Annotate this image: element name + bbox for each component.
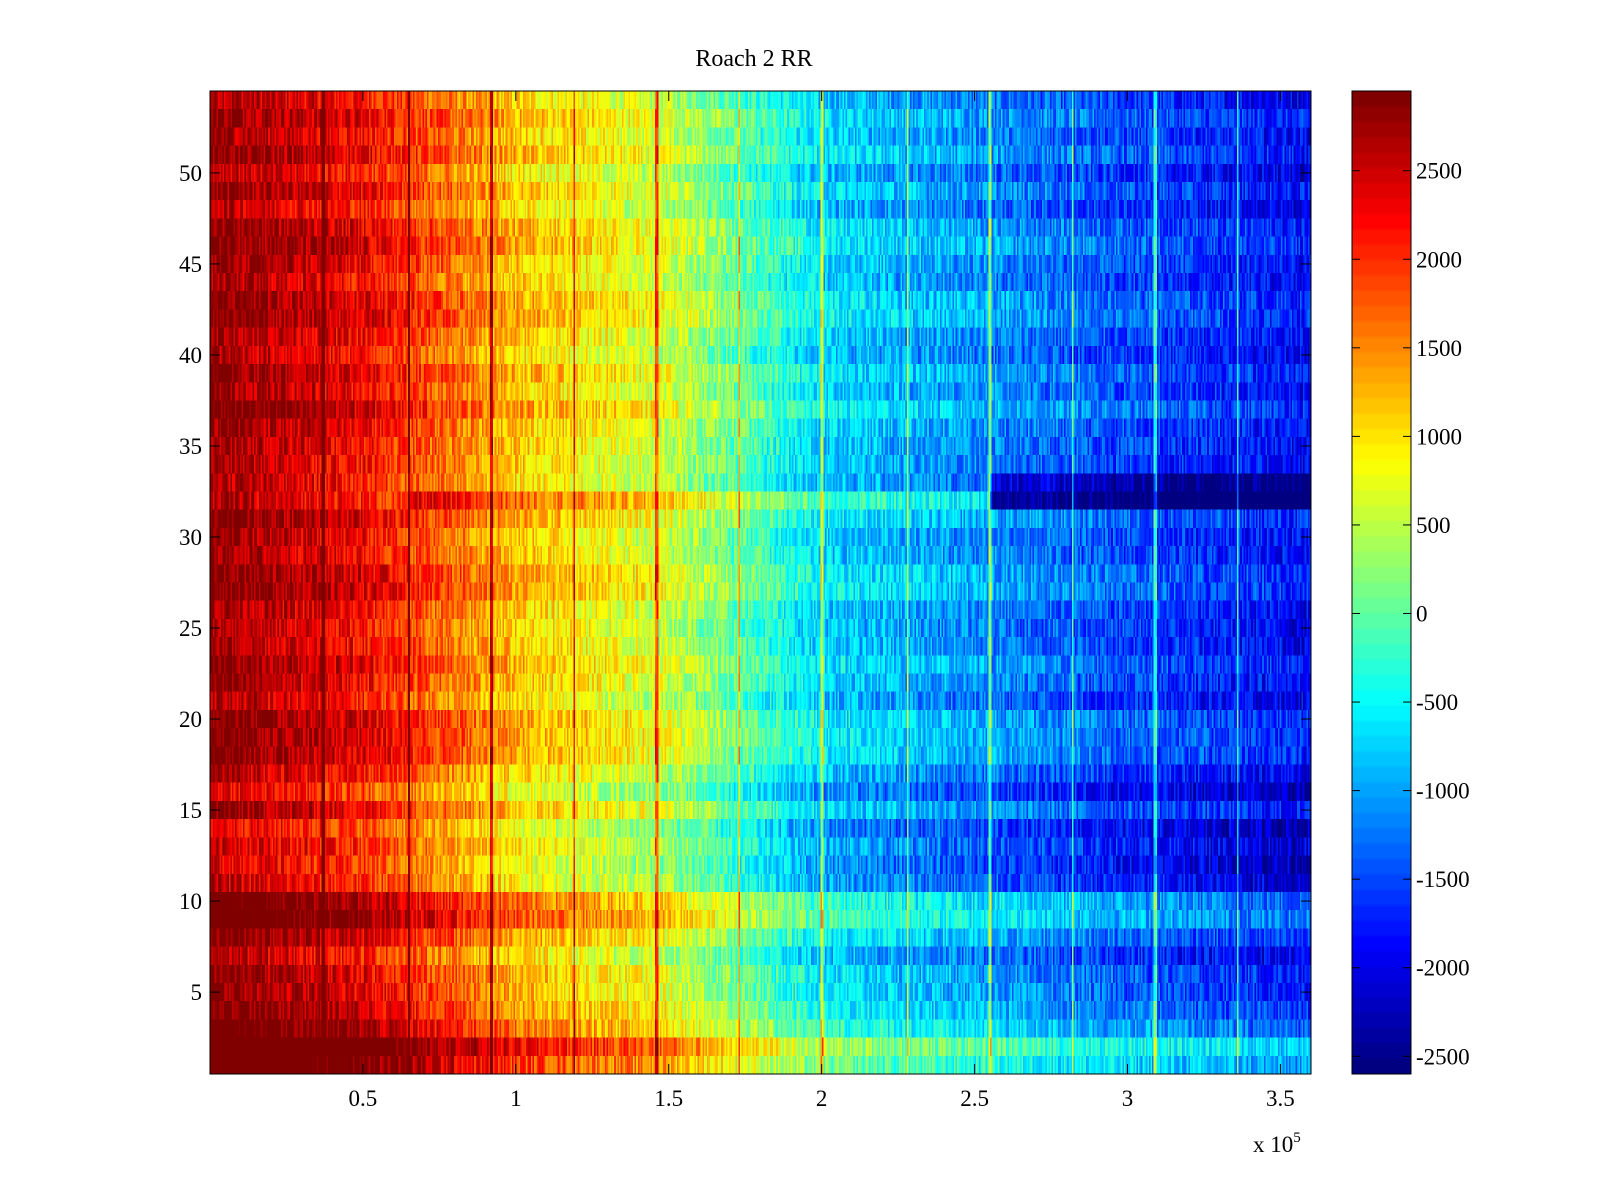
chart-title: Roach 2 RR — [695, 46, 812, 72]
y-tick-label: 50 — [179, 161, 202, 186]
colorbar-tick-label: -1000 — [1416, 779, 1470, 804]
x-multiplier-base: x 10 — [1253, 1132, 1293, 1157]
colorbar-gradient — [1352, 91, 1411, 1074]
colorbar-tick-label: -500 — [1416, 690, 1458, 715]
colorbar-tick-label: 2000 — [1416, 247, 1462, 272]
x-tick-label: 1 — [510, 1086, 522, 1111]
y-tick-label: 35 — [179, 434, 202, 459]
x-axis-ticks: 0.5 1 1.5 2 2.5 3 3.5 — [349, 91, 1295, 1111]
colorbar-ticks: 2500 2000 1500 1000 500 0 -500 -1000 -1500 -2000 -… — [1352, 159, 1470, 1069]
colorbar-tick-label: 0 — [1416, 601, 1428, 626]
x-tick-label: 3.5 — [1266, 1086, 1295, 1111]
colorbar-tick-label: 2500 — [1416, 159, 1462, 184]
y-tick-label: 30 — [179, 525, 202, 550]
x-multiplier-exponent: 5 — [1293, 1130, 1301, 1146]
plot-border — [209, 90, 1312, 1075]
heatmap-image — [210, 91, 1311, 1074]
x-tick-label: 0.5 — [349, 1086, 378, 1111]
colorbar-tick-label: -1500 — [1416, 867, 1470, 892]
colorbar-tick-label: 1500 — [1416, 336, 1462, 361]
y-tick-label: 40 — [179, 343, 202, 368]
x-tick-label: 3 — [1122, 1086, 1134, 1111]
colorbar-border — [1351, 90, 1412, 1075]
x-tick-label: 1.5 — [654, 1086, 683, 1111]
y-axis-ticks: 5 10 15 20 25 30 35 40 45 50 — [179, 161, 1311, 1005]
x-tick-label: 2 — [816, 1086, 828, 1111]
colorbar-tick-label: 500 — [1416, 513, 1451, 538]
colorbar: 2500 2000 1500 1000 500 0 -500 -1000 -1500 -2000 -… — [1351, 90, 1470, 1075]
y-tick-label: 15 — [179, 798, 202, 823]
colorbar-tick-label: -2000 — [1416, 956, 1470, 981]
colorbar-tick-label: -2500 — [1416, 1044, 1470, 1069]
y-tick-label: 20 — [179, 707, 202, 732]
y-tick-label: 25 — [179, 616, 202, 641]
plot-area: 0.5 1 1.5 2 2.5 3 3.5 5 10 15 20 25 30 35 40 45 50 — [179, 90, 1312, 1111]
y-tick-label: 5 — [191, 980, 203, 1005]
x-multiplier-label: x 105 — [1253, 1130, 1301, 1157]
y-tick-label: 10 — [179, 889, 202, 914]
y-tick-label: 45 — [179, 252, 202, 277]
colorbar-tick-label: 1000 — [1416, 424, 1462, 449]
x-tick-label: 2.5 — [960, 1086, 989, 1111]
